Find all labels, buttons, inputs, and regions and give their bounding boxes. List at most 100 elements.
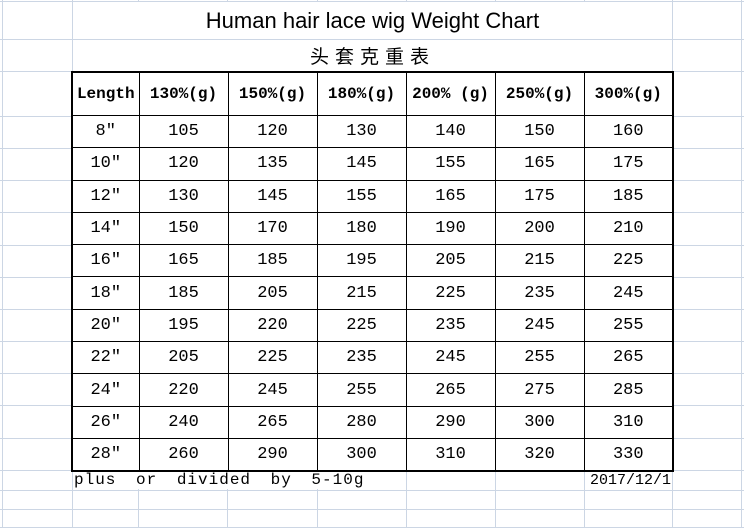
weight-cell: 255 bbox=[316, 373, 407, 407]
weight-cell: 300 bbox=[494, 405, 585, 439]
table-body: 8″ 105 120 130 140 150 160 10″ 120 135 145 155 165 17… bbox=[71, 114, 674, 472]
weight-cell: 165 bbox=[494, 147, 585, 181]
weight-cell: 195 bbox=[138, 308, 229, 343]
weight-cell: 145 bbox=[316, 147, 407, 181]
table-row: 14″ 150 170 180 190 200 210 bbox=[71, 211, 674, 246]
length-cell: 14″ bbox=[71, 211, 140, 246]
weight-cell: 310 bbox=[583, 405, 674, 439]
length-cell: 8″ bbox=[71, 114, 140, 149]
weight-cell: 220 bbox=[138, 373, 229, 407]
weight-cell: 130 bbox=[316, 114, 407, 149]
weight-cell: 225 bbox=[583, 244, 674, 278]
weight-cell: 145 bbox=[227, 179, 318, 213]
weight-cell: 225 bbox=[405, 276, 496, 310]
column-header: Length bbox=[71, 71, 140, 116]
gridline bbox=[0, 1, 744, 2]
length-cell: 16″ bbox=[71, 244, 140, 278]
weight-cell: 150 bbox=[494, 114, 585, 149]
weight-cell: 260 bbox=[138, 437, 229, 472]
weight-cell: 200 bbox=[494, 211, 585, 246]
weight-cell: 265 bbox=[583, 341, 674, 375]
gridline bbox=[2, 0, 3, 528]
weight-cell: 165 bbox=[138, 244, 229, 278]
table-row: 16″ 165 185 195 205 215 225 bbox=[71, 244, 674, 278]
weight-cell: 165 bbox=[405, 179, 496, 213]
weight-cell: 155 bbox=[316, 179, 407, 213]
weight-cell: 210 bbox=[583, 211, 674, 246]
weight-cell: 245 bbox=[583, 276, 674, 310]
length-cell: 22″ bbox=[71, 341, 140, 375]
weight-cell: 185 bbox=[138, 276, 229, 310]
gridline bbox=[741, 0, 742, 528]
length-cell: 24″ bbox=[71, 373, 140, 407]
table-row: 20″ 195 220 225 235 245 255 bbox=[71, 308, 674, 343]
table-row: 10″ 120 135 145 155 165 175 bbox=[71, 147, 674, 181]
gridline bbox=[0, 490, 744, 491]
weight-cell: 280 bbox=[316, 405, 407, 439]
weight-cell: 150 bbox=[138, 211, 229, 246]
column-header: 150%(g) bbox=[227, 71, 318, 116]
column-header: 180%(g) bbox=[316, 71, 407, 116]
weight-cell: 205 bbox=[405, 244, 496, 278]
table-row: 24″ 220 245 255 265 275 285 bbox=[71, 373, 674, 407]
weight-cell: 185 bbox=[227, 244, 318, 278]
length-cell: 12″ bbox=[71, 179, 140, 213]
weight-cell: 290 bbox=[227, 437, 318, 472]
column-header: 200% (g) bbox=[405, 71, 496, 116]
gridline bbox=[0, 39, 744, 40]
table-row: 8″ 105 120 130 140 150 160 bbox=[71, 114, 674, 149]
table-row: 22″ 205 225 235 245 255 265 bbox=[71, 341, 674, 375]
weight-cell: 190 bbox=[405, 211, 496, 246]
table-row: 18″ 185 205 215 225 235 245 bbox=[71, 276, 674, 310]
footnote: plus or divided by 5-10g bbox=[74, 471, 368, 489]
weight-cell: 130 bbox=[138, 179, 229, 213]
weight-cell: 285 bbox=[583, 373, 674, 407]
length-cell: 10″ bbox=[71, 147, 140, 181]
weight-cell: 275 bbox=[494, 373, 585, 407]
weight-cell: 215 bbox=[316, 276, 407, 310]
weight-cell: 135 bbox=[227, 147, 318, 181]
weight-cell: 105 bbox=[138, 114, 229, 149]
weight-cell: 255 bbox=[494, 341, 585, 375]
table-row: 28″ 260 290 300 310 320 330 bbox=[71, 437, 674, 472]
weight-cell: 175 bbox=[494, 179, 585, 213]
weight-cell: 180 bbox=[316, 211, 407, 246]
column-header: 300%(g) bbox=[583, 71, 674, 116]
header-row: Length 130%(g) 150%(g) 180%(g) 200% (g) 250%(… bbox=[71, 71, 674, 116]
weight-cell: 255 bbox=[583, 308, 674, 343]
length-cell: 28″ bbox=[71, 437, 140, 472]
weight-cell: 330 bbox=[583, 437, 674, 472]
weight-cell: 310 bbox=[405, 437, 496, 472]
table-row: 12″ 130 145 155 165 175 185 bbox=[71, 179, 674, 213]
length-cell: 18″ bbox=[71, 276, 140, 310]
weight-cell: 215 bbox=[494, 244, 585, 278]
weight-cell: 300 bbox=[316, 437, 407, 472]
weight-cell: 195 bbox=[316, 244, 407, 278]
weight-cell: 185 bbox=[583, 179, 674, 213]
date-label: 2017/12/1 bbox=[586, 471, 671, 489]
chart-title: Human hair lace wig Weight Chart bbox=[73, 2, 672, 39]
weight-cell: 245 bbox=[405, 341, 496, 375]
column-header: 250%(g) bbox=[494, 71, 585, 116]
table-row: 26″ 240 265 280 290 300 310 bbox=[71, 405, 674, 439]
weight-table: Length 130%(g) 150%(g) 180%(g) 200% (g) 250%(… bbox=[71, 71, 674, 473]
weight-cell: 155 bbox=[405, 147, 496, 181]
weight-cell: 320 bbox=[494, 437, 585, 472]
weight-cell: 290 bbox=[405, 405, 496, 439]
column-header: 130%(g) bbox=[138, 71, 229, 116]
gridline bbox=[0, 509, 744, 510]
weight-cell: 225 bbox=[227, 341, 318, 375]
weight-cell: 225 bbox=[316, 308, 407, 343]
weight-cell: 120 bbox=[227, 114, 318, 149]
weight-cell: 120 bbox=[138, 147, 229, 181]
length-cell: 26″ bbox=[71, 405, 140, 439]
weight-cell: 265 bbox=[227, 405, 318, 439]
weight-cell: 170 bbox=[227, 211, 318, 246]
weight-cell: 205 bbox=[227, 276, 318, 310]
chart-subtitle: 头套克重表 bbox=[73, 40, 672, 71]
weight-cell: 235 bbox=[494, 276, 585, 310]
weight-cell: 220 bbox=[227, 308, 318, 343]
weight-cell: 140 bbox=[405, 114, 496, 149]
weight-cell: 245 bbox=[494, 308, 585, 343]
